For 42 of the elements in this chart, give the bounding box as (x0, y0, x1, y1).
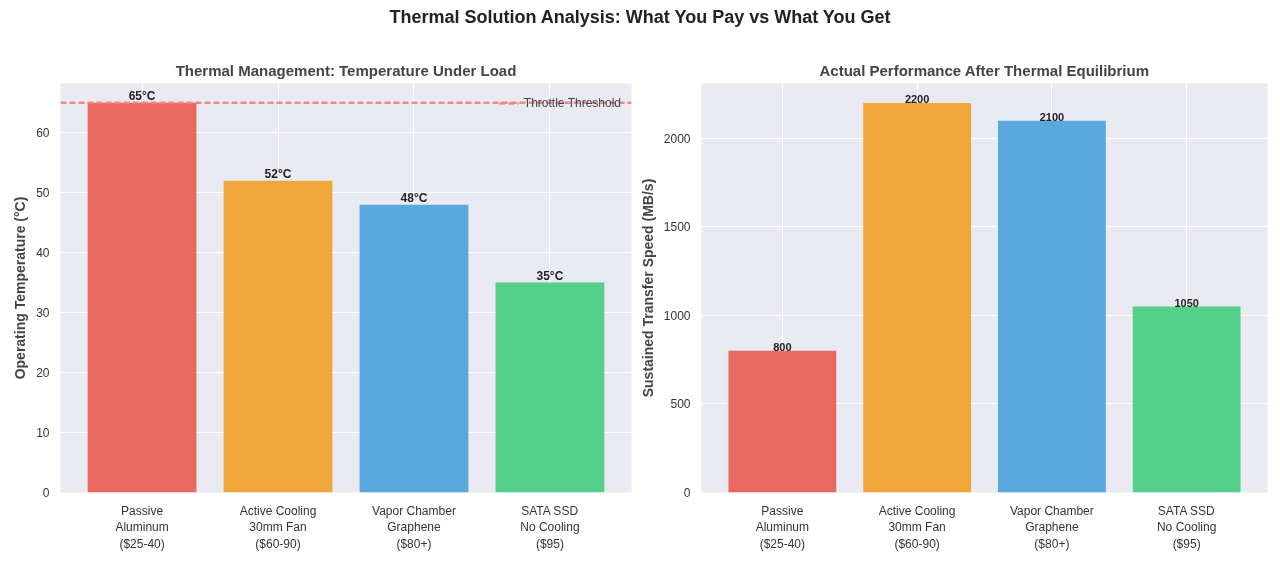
x-tick-label: Active Cooling 30mm Fan ($60-90) (878, 503, 956, 552)
y-tick-label: 10 (36, 426, 50, 441)
y-tick-label: 0 (42, 486, 50, 500)
y-tick-label: 50 (36, 186, 50, 201)
data-label: 48°C (400, 190, 428, 205)
x-tick-label: Active Cooling 30mm Fan ($60-90) (239, 503, 317, 552)
data-label: 35°C (536, 268, 564, 283)
y-axis-title: Sustained Transfer Speed (MB/s) (639, 178, 656, 398)
bar (87, 102, 197, 493)
ref-line-label: Throttle Threshold (523, 96, 621, 110)
x-tick-label: SATA SSD No Cooling ($95) (520, 503, 580, 552)
y-tick-label: 20 (36, 366, 50, 381)
y-tick-label: 60 (36, 126, 50, 141)
y-tick-label: 30 (36, 306, 50, 321)
bar (495, 282, 605, 493)
y-tick-label: 1000 (663, 308, 691, 323)
y-tick-label: 0 (683, 486, 691, 500)
y-tick-label: 40 (36, 246, 50, 261)
y-axis-title: Operating Temperature (°C) (12, 196, 29, 380)
y-tick-label: 500 (670, 397, 691, 412)
bar (997, 120, 1106, 493)
data-label: 52°C (264, 166, 292, 181)
x-tick-label: Vapor Chamber Graphene ($80+) (1009, 503, 1094, 552)
x-tick-label: Passive Aluminum ($25-40) (115, 503, 169, 552)
data-label: 1050 (1174, 296, 1199, 309)
bar (728, 350, 837, 493)
y-tick-label: 1500 (663, 220, 691, 235)
x-tick-label: Vapor Chamber Graphene ($80+) (372, 503, 456, 552)
bar (223, 180, 333, 493)
bar (359, 204, 469, 493)
y-tick-label: 2000 (663, 131, 691, 146)
chart-title: Actual Performance After Thermal Equilibrium (819, 61, 1149, 79)
bar (1132, 306, 1241, 493)
chart-title: Thermal Management: Temperature Under Load (175, 61, 517, 79)
data-label: 2200 (904, 92, 930, 105)
bar (863, 102, 972, 493)
x-tick-label: Passive Aluminum ($25-40) (755, 503, 810, 552)
x-tick-label: SATA SSD No Cooling ($95) (1156, 503, 1217, 552)
data-label: 800 (773, 340, 792, 353)
data-label: 2100 (1039, 110, 1065, 123)
data-label: 65°C (128, 88, 156, 103)
text: Thermal Solution Analysis: What You Pay vs What You Get (388, 6, 892, 29)
